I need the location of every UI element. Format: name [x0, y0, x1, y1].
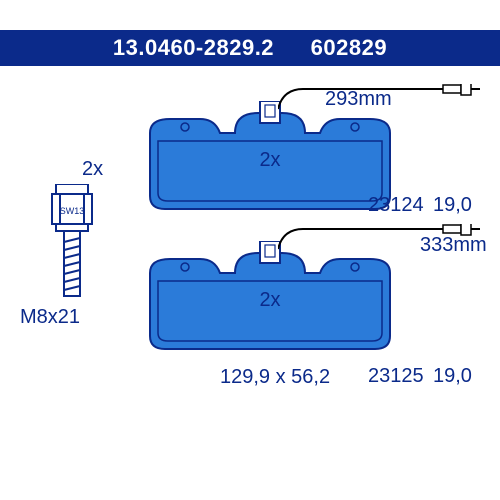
pad-dimensions: 129,9 x 56,2 [220, 366, 330, 389]
pad-bottom-quantity: 2x [259, 289, 280, 312]
bolt-icon: SW13 [50, 184, 94, 304]
header-bar: 13.0460-2829.2 602829 [0, 30, 500, 66]
pad-top-quantity: 2x [259, 149, 280, 172]
bolt-spec: M8x21 [20, 306, 80, 329]
diagram-area: 2x [0, 66, 500, 461]
brake-pad-bottom: 2x [140, 241, 400, 361]
pad-bottom-thickness: 19,0 [433, 365, 472, 388]
part-number: 13.0460-2829.2 [113, 35, 274, 60]
wire-top-length: 293mm [325, 88, 392, 111]
bolt-hex-label: SW13 [60, 206, 85, 216]
pad-top-code: 23124 [368, 194, 424, 217]
brake-pad-top: 2x [140, 101, 400, 221]
pad-top-thickness: 19,0 [433, 194, 472, 217]
bolt-quantity: 2x [82, 158, 103, 181]
pad-bottom-code: 23125 [368, 365, 424, 388]
wire-bottom-length: 333mm [420, 234, 487, 257]
ref-number: 602829 [311, 35, 387, 60]
